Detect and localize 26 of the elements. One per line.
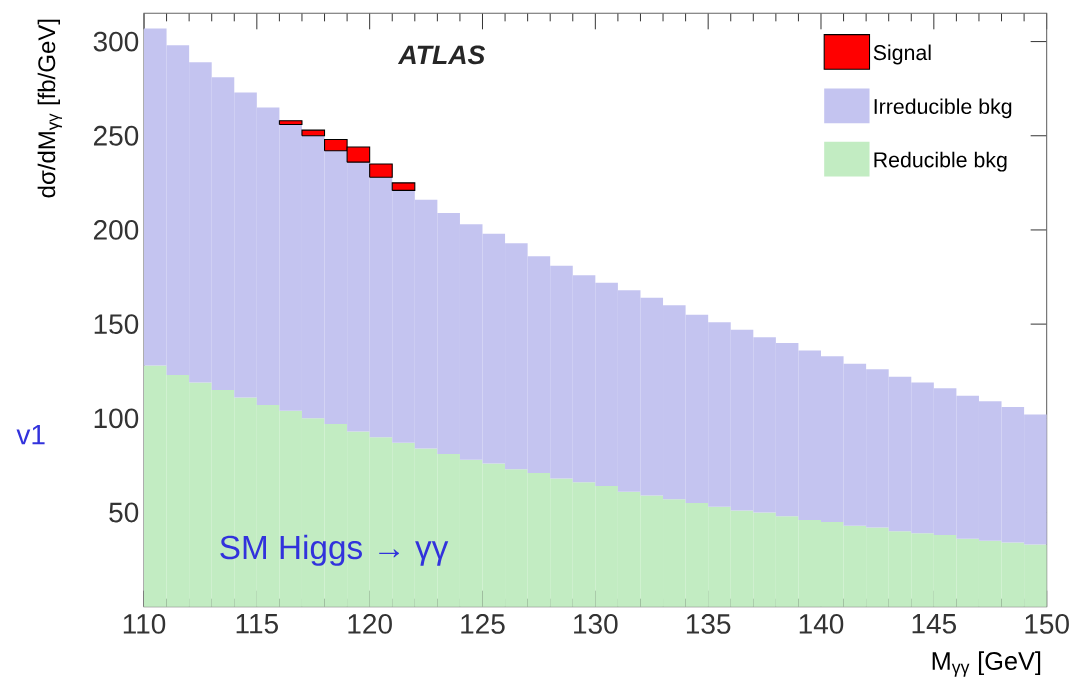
annotation: SM Higgs → γγ bbox=[220, 534, 449, 566]
x-tick-label: 115 bbox=[236, 613, 278, 634]
legend-label: Reducible bkg bbox=[874, 151, 1007, 172]
annotation: ATLAS bbox=[397, 45, 486, 65]
bar bbox=[278, 120, 303, 125]
x-tick-label: 140 bbox=[799, 613, 844, 634]
x-axis-title: M$_{γγ}$ [GeV] bbox=[932, 651, 1041, 677]
bar bbox=[301, 129, 326, 137]
y-tick-label: 50 bbox=[109, 502, 139, 523]
y-axis-title: dσ/dM$_{γγ}$ [fb/GeV] bbox=[37, 19, 62, 198]
y-tick-label: 250 bbox=[93, 125, 139, 146]
x-tick-label: 135 bbox=[686, 613, 731, 634]
x-tick-label: 125 bbox=[461, 613, 505, 634]
y-tick-label: 150 bbox=[94, 314, 139, 334]
y-tick-label: 200 bbox=[93, 219, 139, 240]
x-tick-label: 145 bbox=[912, 613, 956, 634]
x-tick-label: 110 bbox=[123, 613, 166, 634]
text: v1 bbox=[16, 424, 45, 445]
x-tick-label: 130 bbox=[574, 613, 618, 634]
y-tick-label: 300 bbox=[93, 31, 139, 52]
bar bbox=[391, 182, 416, 191]
legend-label: Irreducible bkg bbox=[874, 98, 1012, 119]
y-tick-label: 100 bbox=[94, 408, 139, 429]
legend-label: Signal bbox=[873, 44, 931, 65]
x-tick-label: 120 bbox=[348, 613, 392, 634]
x-tick-label: 150 bbox=[1025, 613, 1069, 634]
